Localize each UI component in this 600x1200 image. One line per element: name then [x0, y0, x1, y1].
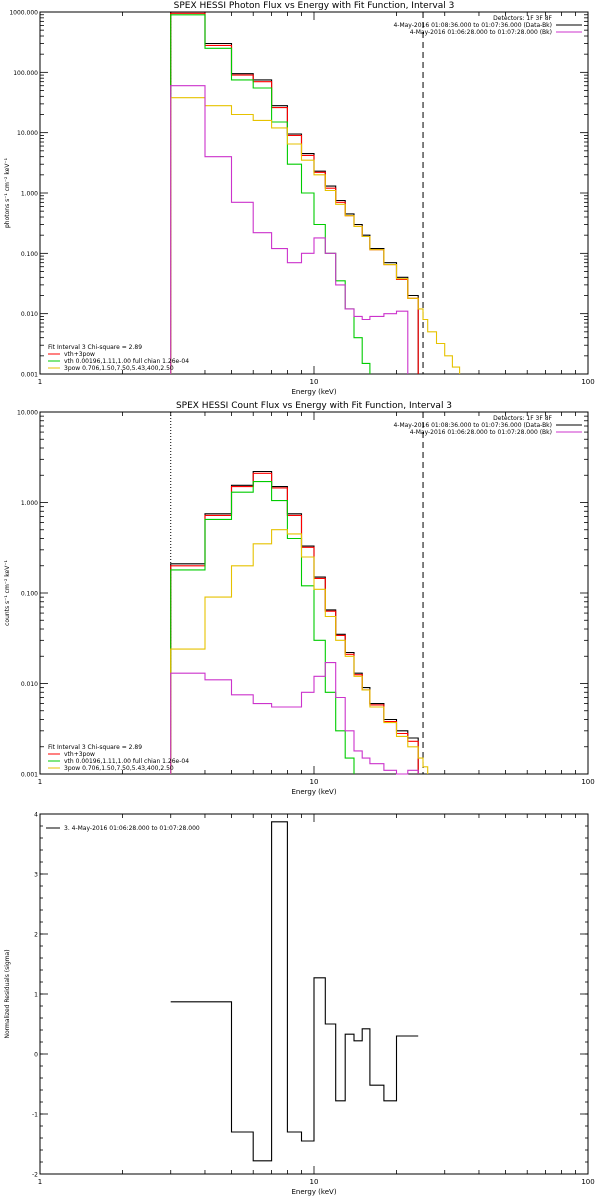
- x-tick-label: 10: [310, 378, 319, 386]
- y-axis-label: counts s⁻¹ cm⁻² keV⁻¹: [4, 560, 11, 626]
- legend-top-text: Detectors: 1F 3F 8F: [493, 415, 552, 422]
- y-tick-label: 10.000: [17, 410, 38, 417]
- legend-top-text: 4-May-2016 01:08:36.000 to 01:07:36.000 …: [393, 422, 552, 429]
- legend-top-text: 3. 4-May-2016 01:06:28.000 to 01:07:28.0…: [64, 825, 200, 832]
- series-bk-line: [170, 85, 409, 374]
- y-tick-label: 4: [34, 812, 38, 819]
- x-tick-label: 10: [310, 778, 319, 786]
- y-tick-label: 1.000: [21, 500, 38, 507]
- legend-bottom-text: 3pow 0.706,1.50,7.50,5.43,400,2.50: [64, 765, 174, 772]
- y-tick-label: 1.000: [21, 191, 38, 198]
- series-total-line: [170, 472, 419, 774]
- chart-panel-1: SPEX HESSI Photon Flux vs Energy with Fi…: [4, 1, 595, 396]
- legend-bottom-text: Fit Interval 3 Chi-square = 2.89: [48, 744, 142, 751]
- x-tick-label: 10: [310, 1178, 319, 1186]
- series-data-line: [170, 11, 419, 374]
- y-tick-label: 2: [34, 932, 38, 939]
- legend-bottom-text: vth 0.00196,1.11,1.00 full chian 1.26e-0…: [64, 358, 189, 365]
- series-vth-line: [170, 14, 371, 374]
- y-tick-label: 0.100: [21, 251, 38, 258]
- chart-panel-2: SPEX HESSI Count Flux vs Energy with Fit…: [4, 401, 595, 796]
- x-axis-label: Energy (keV): [291, 1188, 336, 1196]
- legend-bottom-text: 3pow 0.706,1.50,7.50,5.43,400,2.50: [64, 365, 174, 372]
- x-tick-label: 1: [38, 378, 42, 386]
- chart-title: SPEX HESSI Photon Flux vs Energy with Fi…: [174, 1, 455, 11]
- y-tick-label: -2: [32, 1172, 38, 1179]
- legend-top-text: 4-May-2016 01:08:36.000 to 01:07:36.000 …: [393, 22, 552, 29]
- y-tick-label: 1: [34, 992, 38, 999]
- x-axis-label: Energy (keV): [291, 388, 336, 396]
- legend-bottom-text: vth+3pow: [64, 751, 95, 758]
- legend-bottom-text: Fit Interval 3 Chi-square = 2.89: [48, 344, 142, 351]
- legend-bottom-text: vth+3pow: [64, 351, 95, 358]
- y-tick-label: 10.000: [17, 130, 38, 137]
- legend-top-text: 4-May-2016 01:06:28.000 to 01:07:28.000 …: [410, 29, 552, 36]
- series-vth-line: [170, 481, 355, 774]
- y-tick-label: 0.010: [21, 311, 38, 318]
- chart-title: SPEX HESSI Count Flux vs Energy with Fit…: [176, 401, 452, 411]
- series-bk-line: [170, 662, 419, 775]
- x-tick-label: 100: [581, 1178, 594, 1186]
- legend-top-text: 4-May-2016 01:06:28.000 to 01:07:28.000 …: [410, 429, 552, 436]
- x-axis-label: Energy (keV): [291, 788, 336, 796]
- y-tick-label: 0: [34, 1052, 38, 1059]
- x-tick-label: 1: [38, 1178, 42, 1186]
- series-total-line: [170, 12, 419, 374]
- y-tick-label: -1: [32, 1112, 38, 1119]
- y-axis-label: photons s⁻¹ cm⁻² keV⁻¹: [4, 157, 11, 228]
- y-tick-label: 100.000: [13, 70, 38, 77]
- x-tick-label: 1: [38, 778, 42, 786]
- series-resid-line: [170, 821, 419, 1162]
- legend-top-text: Detectors: 1F 3F 8F: [493, 15, 552, 22]
- y-axis-label: Normalized Residuals (sigma): [4, 949, 11, 1038]
- y-tick-label: 0.001: [21, 372, 38, 379]
- series-bpow-line: [170, 529, 429, 774]
- y-tick-label: 1000.000: [9, 10, 38, 17]
- x-tick-label: 100: [581, 378, 594, 386]
- x-tick-label: 100: [581, 778, 594, 786]
- legend-bottom-text: vth 0.00196,1.11,1.00 full chian 1.26e-0…: [64, 758, 189, 765]
- y-tick-label: 0.010: [21, 681, 38, 688]
- series-data-line: [170, 470, 419, 774]
- series-bpow-line: [170, 97, 461, 374]
- y-tick-label: 0.100: [21, 591, 38, 598]
- y-tick-label: 3: [34, 872, 38, 879]
- y-tick-label: 0.001: [21, 772, 38, 779]
